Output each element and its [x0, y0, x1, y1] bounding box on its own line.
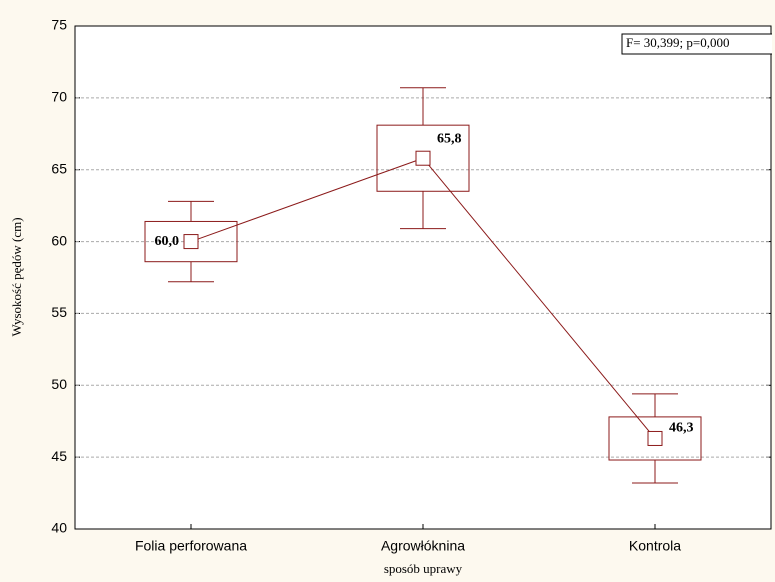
annotation-box [621, 33, 775, 55]
x-tick-label: Folia perforowana [135, 538, 247, 554]
y-tick-label: 75 [51, 17, 67, 33]
mean-marker [183, 234, 199, 250]
y-tick-label: 60 [51, 232, 67, 248]
y-tick-label: 40 [51, 520, 67, 536]
y-tick-label: 55 [51, 304, 67, 320]
value-label: 60,0 [155, 234, 180, 249]
right-mask [772, 30, 775, 60]
box [376, 124, 470, 192]
y-tick-label: 65 [51, 160, 67, 176]
y-axis-label: Wysokość pędów (cm) [9, 217, 24, 336]
x-tick-label: Agrowłóknina [381, 538, 465, 554]
annotation: F= 30,399; p=0,000 [626, 35, 730, 50]
value-label: 65,8 [437, 131, 462, 146]
x-axis-label: sposób uprawy [384, 561, 463, 576]
x-tick-label: Kontrola [629, 538, 681, 554]
y-tick-label: 50 [51, 376, 67, 392]
value-label: 46,3 [669, 421, 694, 436]
y-tick-label: 45 [51, 448, 67, 464]
y-tick-label: 70 [51, 89, 67, 105]
box [608, 416, 702, 461]
box [144, 220, 238, 263]
mean-marker [415, 150, 431, 166]
mean-marker [647, 430, 663, 446]
